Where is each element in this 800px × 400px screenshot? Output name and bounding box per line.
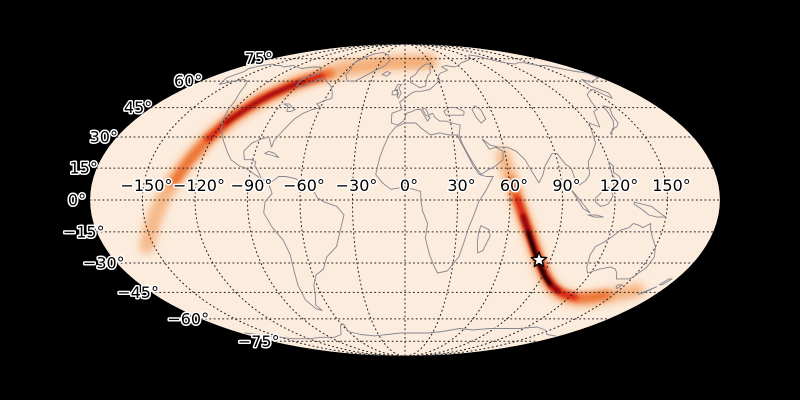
longitude-tick-label: −30°: [336, 176, 378, 195]
longitude-tick-label: 60°: [500, 176, 528, 195]
longitude-tick-label: −120°: [173, 176, 225, 195]
graticule-meridian: [194, 44, 616, 356]
longitude-tick-label: 120°: [600, 176, 639, 195]
latitude-tick-label: −60°: [167, 309, 209, 328]
longitude-tick-label: −60°: [283, 176, 325, 195]
latitude-tick-label: −75°: [238, 332, 280, 351]
longitude-tick-labels: −150° −120° −90° −60° −30° 0° 30° 60° 90° 120° 150…: [119, 175, 692, 197]
longitude-tick-label: −150°: [121, 176, 173, 195]
graticule-meridian: [142, 44, 668, 356]
latitude-tick-label: −15°: [63, 222, 105, 241]
latitude-tick-label: −30°: [83, 254, 125, 273]
event-marker-star-icon: [530, 251, 548, 268]
latitude-tick-label: −45°: [117, 283, 159, 302]
coastlines: [218, 52, 673, 340]
probability-band-northern: [140, 53, 437, 254]
graticule-meridian: [299, 44, 511, 356]
longitude-tick-label: 150°: [652, 176, 691, 195]
latitude-tick-label: 30°: [90, 128, 118, 147]
latitude-tick-label: 75°: [245, 49, 273, 68]
longitude-tick-label: 0°: [400, 176, 418, 195]
graticule: [90, 44, 720, 356]
graticule-meridian: [247, 44, 563, 356]
longitude-tick-label: 30°: [447, 176, 475, 195]
probability-band-southern: [497, 149, 644, 306]
longitude-tick-label: 90°: [552, 176, 580, 195]
latitude-tick-labels: 75° 60° 45° 30° 15° 0° −15° −30° −45° −60° −75°: [61, 48, 281, 353]
latitude-tick-label: 45°: [124, 98, 152, 117]
graticule-meridian: [352, 44, 458, 356]
latitude-tick-label: 15°: [70, 159, 98, 178]
band-north-deep-core: [224, 80, 304, 125]
latitude-tick-label: 60°: [174, 72, 202, 91]
band-north-faint-tail: [142, 196, 166, 254]
latitude-tick-label: 0°: [68, 191, 86, 210]
longitude-tick-label: −90°: [231, 176, 273, 195]
